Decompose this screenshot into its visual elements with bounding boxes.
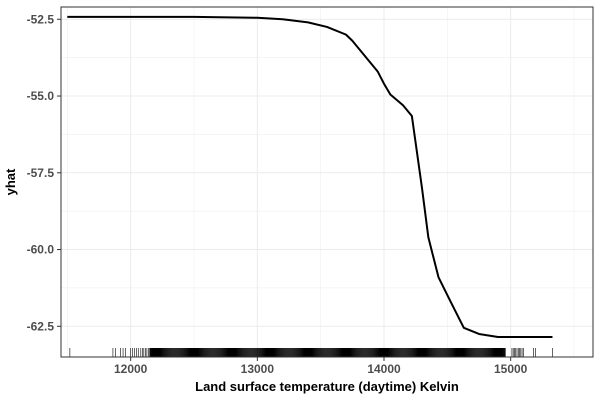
axis-layer: 12000 13000 14000 15000 -52.5 -55.0 -57.5 -60.0… — [27, 12, 528, 376]
y-tick-label: -55.0 — [27, 89, 55, 103]
x-tick-label: 14000 — [367, 362, 401, 376]
y-tick-label: -60.0 — [27, 243, 55, 257]
x-tick-label: 15000 — [494, 362, 528, 376]
x-tick-label: 13000 — [241, 362, 275, 376]
x-axis-title: Land surface temperature (daytime) Kelvi… — [195, 379, 459, 394]
y-axis-title: yhat — [3, 168, 18, 195]
series-line — [67, 17, 552, 337]
grid-layer — [61, 7, 593, 357]
y-tick-label: -52.5 — [27, 12, 55, 26]
rug-layer — [70, 348, 553, 357]
y-tick-label: -62.5 — [27, 319, 55, 333]
x-tick-label: 12000 — [114, 362, 148, 376]
series-layer — [67, 17, 552, 337]
plot-panel-border — [61, 7, 593, 357]
y-tick-label: -57.5 — [27, 166, 55, 180]
